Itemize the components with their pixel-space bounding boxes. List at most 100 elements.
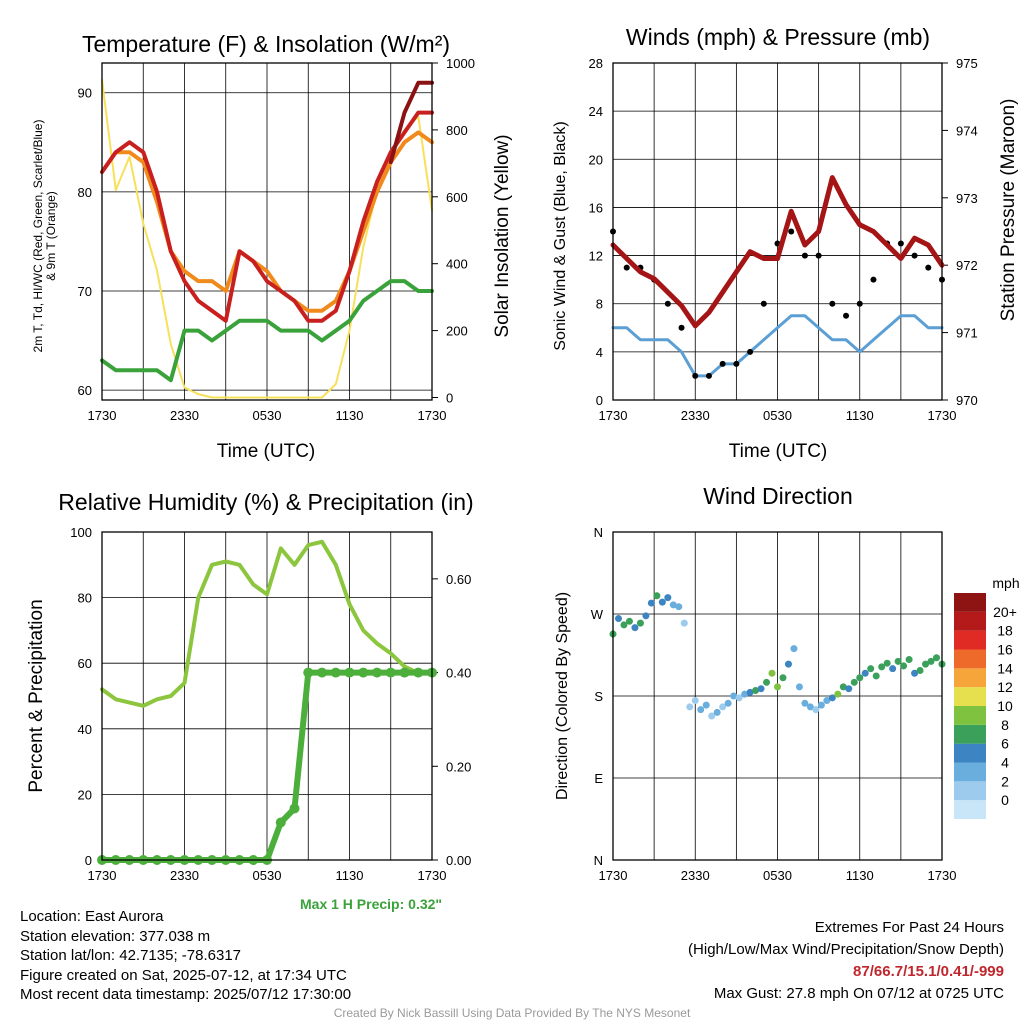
colorbar-swatch	[954, 687, 986, 706]
wind-direction-point	[927, 657, 935, 665]
y2-tick-label: 0.20	[446, 759, 471, 774]
y2-tick-label: 973	[956, 191, 978, 206]
temp-x-axis-label: Time (UTC)	[217, 441, 316, 462]
x-tick-label: 1730	[418, 868, 447, 883]
temp-line-dewpoint	[100, 279, 434, 383]
colorbar-label: 4	[1001, 755, 1009, 771]
gust-point	[911, 252, 918, 259]
gust-point	[897, 240, 904, 247]
y-tick-label: 70	[78, 284, 92, 299]
gust-point	[747, 348, 754, 355]
station-pressure-line	[610, 175, 945, 329]
wind-direction-point	[883, 659, 891, 667]
y2-tick-label: 0.00	[446, 853, 471, 868]
wind-direction-point	[933, 654, 941, 662]
wind-direction-point	[795, 683, 803, 691]
wind-direction-point	[746, 688, 754, 696]
wind-direction-point	[675, 603, 683, 611]
wind-direction-point	[741, 690, 749, 698]
colorbar-swatch	[954, 800, 986, 819]
wind-direction-point	[763, 678, 771, 686]
extremes-heading: Extremes For Past 24 Hours	[814, 919, 1004, 936]
wind-direction-point	[719, 703, 727, 711]
wind-direction-point	[653, 592, 661, 600]
wind-direction-point	[823, 697, 831, 705]
colorbar-label: 2	[1001, 773, 1009, 789]
y-tick-label: 0	[85, 853, 92, 868]
wind-direction-point	[900, 662, 908, 670]
colorbar-label: 20+	[993, 604, 1017, 620]
gust-point	[788, 228, 795, 235]
temp-left-axis-label-2: & 9m T (Orange)	[44, 191, 58, 281]
temp-left-axis-label-1: 2m T, Td, HI/WC (Red, Green, Scarlet/Blu…	[31, 120, 45, 353]
colorbar-swatch	[954, 762, 986, 782]
rh-left-axis-label: Percent & Precipitation	[26, 599, 47, 792]
x-tick-label: 1730	[88, 408, 117, 423]
x-tick-label: 2330	[170, 408, 199, 423]
wind-direction-point	[768, 669, 776, 677]
gust-point	[856, 300, 863, 307]
y2-tick-label: 974	[956, 123, 978, 138]
wind-direction-point	[735, 694, 743, 702]
y-tick-label: 80	[78, 591, 92, 606]
y-tick-label: 8	[596, 297, 603, 312]
sonic-wind-line	[611, 314, 944, 378]
y2-tick-label: 970	[956, 393, 978, 408]
gust-point	[692, 372, 699, 379]
temp-line-2m	[100, 110, 434, 323]
wind-direction-point	[850, 678, 858, 686]
y-tick-label: 40	[78, 722, 92, 737]
wind-direction-point	[878, 663, 886, 671]
wind-direction-panel: Wind Direction Direction (Colored By Spe…	[554, 483, 1020, 883]
gust-point	[843, 312, 850, 319]
temp-line-heat-index	[388, 80, 434, 165]
station-latlon: Station lat/lon: 42.7135; -78.6317	[20, 947, 242, 964]
x-tick-label: 1730	[928, 868, 957, 883]
wind-direction-point	[691, 697, 699, 705]
wind-direction-point	[702, 701, 710, 709]
gust-point	[760, 300, 767, 307]
wind-direction-point	[708, 712, 716, 720]
wind-direction-point	[806, 703, 814, 711]
wind-direction-point	[784, 660, 792, 668]
wind-direction-point	[680, 619, 688, 627]
station-elevation: Station elevation: 377.038 m	[20, 927, 211, 945]
wind-direction-point	[867, 665, 875, 673]
relative-humidity-line	[100, 539, 434, 708]
winds-chart-title: Winds (mph) & Pressure (mb)	[626, 24, 930, 50]
colorbar-label: 18	[997, 623, 1013, 639]
x-tick-label: 1730	[88, 868, 117, 883]
colorbar-swatch	[954, 611, 986, 631]
wind-direction-point	[669, 601, 677, 609]
temperature-plot: 1730 2330 0530 1130 1730 60 70 80 90 0 200 400 600 80…	[78, 56, 475, 423]
most-recent-timestamp: Most recent data timestamp: 2025/07/12 1…	[20, 986, 352, 1003]
x-tick-label: 0530	[253, 868, 282, 883]
colorbar-swatch	[954, 668, 986, 688]
colorbar-label: 12	[997, 679, 1013, 695]
colorbar-swatch	[954, 649, 986, 669]
gust-point	[623, 264, 630, 271]
winds-left-axis-label: Sonic Wind & Gust (Blue, Black)	[552, 121, 569, 350]
x-tick-label: 0530	[763, 868, 792, 883]
colorbar-label: 8	[1001, 717, 1009, 733]
wind-direction-point	[812, 706, 820, 714]
y-tick-label: 20	[78, 787, 92, 802]
wind-direction-point	[614, 615, 622, 623]
y-tick-label: N	[594, 525, 603, 540]
colorbar-swatch	[954, 593, 986, 612]
y2-tick-label: 600	[446, 190, 468, 205]
y-tick-label: 20	[589, 152, 603, 167]
x-tick-label: 1130	[336, 868, 364, 883]
wind-direction-point	[757, 685, 765, 693]
x-tick-label: 1730	[418, 408, 447, 423]
x-tick-label: 1130	[336, 408, 364, 423]
max-precip-annotation: Max 1 H Precip: 0.32"	[300, 896, 443, 912]
colorbar-swatch	[954, 630, 986, 650]
y2-tick-label: 1000	[446, 56, 475, 71]
station-location: Location: East Aurora	[20, 908, 164, 925]
wind-direction-point	[790, 645, 798, 653]
y2-tick-label: 0.60	[446, 572, 471, 587]
temp-right-axis-label: Solar Insolation (Yellow)	[492, 134, 513, 337]
gust-point	[719, 360, 726, 367]
colorbar-label: 10	[997, 698, 1013, 714]
